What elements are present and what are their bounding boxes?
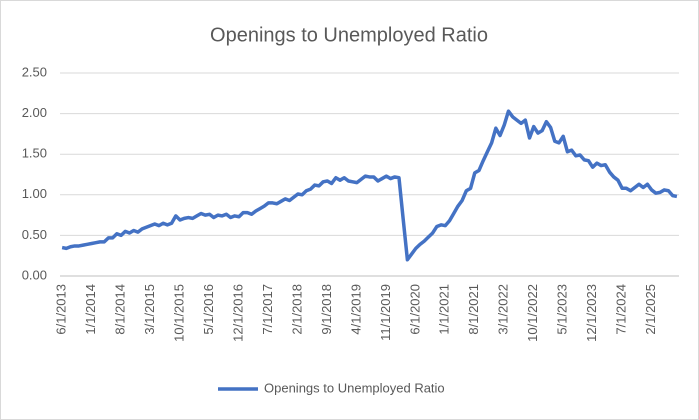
x-tick-label: 8/1/2021: [466, 284, 481, 335]
y-tick-label: 0.00: [22, 267, 47, 282]
x-tick-label: 3/1/2022: [496, 284, 511, 335]
x-tick-label: 5/1/2016: [201, 284, 216, 335]
data-line: [61, 109, 678, 262]
x-tick-label: 1/1/2014: [83, 284, 98, 335]
x-tick-label: 2/1/2025: [643, 284, 658, 335]
x-tick-label: 10/1/2015: [171, 284, 186, 342]
x-tick-label: 2/1/2018: [289, 284, 304, 335]
legend-label: Openings to Unemployed Ratio: [264, 380, 445, 395]
x-tick-label: 1/1/2021: [437, 284, 452, 335]
x-tick-label: 10/1/2022: [525, 284, 540, 342]
x-tick-label: 4/1/2019: [348, 284, 363, 335]
x-tick-label: 12/1/2016: [230, 284, 245, 342]
x-tick-label: 9/1/2018: [319, 284, 334, 335]
x-tick-label: 8/1/2014: [112, 284, 127, 335]
x-tick-label: 6/1/2020: [407, 284, 422, 335]
y-tick-label: 2.00: [22, 105, 47, 120]
x-tick-label: 7/1/2024: [614, 284, 629, 335]
x-tick-label: 11/1/2019: [378, 284, 393, 341]
x-tick-label: 3/1/2015: [142, 284, 157, 335]
x-tick-label: 6/1/2013: [54, 284, 69, 335]
y-tick-label: 1.00: [22, 186, 47, 201]
y-tick-label: 1.50: [22, 146, 47, 161]
x-tick-label: 5/1/2023: [555, 284, 570, 335]
chart-title: Openings to Unemployed Ratio: [210, 24, 488, 46]
x-tick-label: 7/1/2017: [260, 284, 275, 335]
y-tick-label: 0.50: [22, 227, 47, 242]
x-tick-label: 12/1/2023: [584, 284, 599, 342]
y-tick-label: 2.50: [22, 64, 47, 79]
